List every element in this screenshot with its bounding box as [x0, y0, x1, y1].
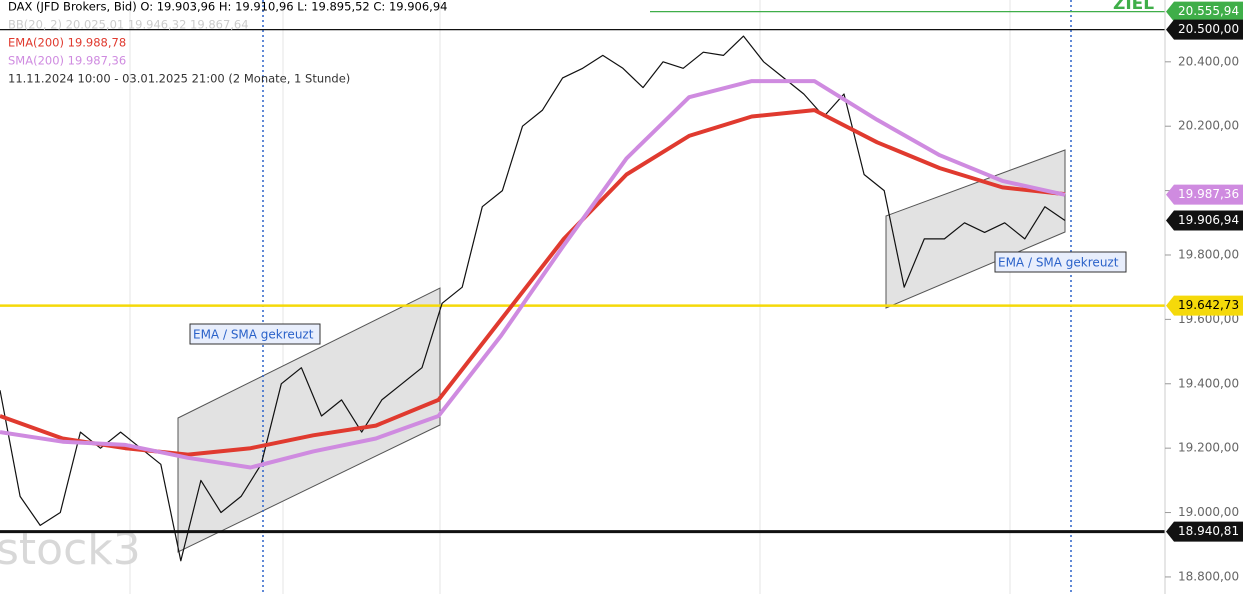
header: BB(20, 2) 20.025,01 19.946,32 19.867,64 — [8, 18, 249, 32]
header: 11.11.2024 10:00 - 03.01.2025 21:00 (2 M… — [8, 72, 350, 86]
level-label: 19.642,73 — [1178, 298, 1239, 312]
level-label: 20.500,00 — [1178, 22, 1239, 36]
level-badge — [1166, 1, 1243, 22]
y-tick-label: 19.800,00 — [1178, 247, 1239, 261]
annotation-box — [189, 323, 321, 345]
annotation: EMA / SMA gekreuzt — [193, 328, 314, 342]
header: SMA(200) 19.987,36 — [8, 54, 126, 68]
level-label: 20.555,94 — [1178, 4, 1239, 18]
annotation-box — [994, 251, 1127, 273]
level-badge — [1166, 184, 1243, 205]
y-tick-label: 19.200,00 — [1178, 441, 1239, 455]
y-tick-label: 20.400,00 — [1178, 54, 1239, 68]
target-label: ZIEL — [1113, 0, 1154, 14]
channel — [885, 149, 1066, 309]
level-badge — [1166, 210, 1243, 231]
series-line — [0, 79, 1066, 470]
header: EMA(200) 19.988,78 — [8, 36, 126, 50]
level-badge — [1166, 19, 1243, 40]
header: DAX (JFD Brokers, Bid) O: 19.903,96 H: 1… — [8, 0, 447, 14]
series-line — [0, 35, 1066, 562]
level-label: 18.940,81 — [1178, 524, 1239, 538]
series-line — [0, 108, 1066, 457]
y-tick-label: 18.800,00 — [1178, 569, 1239, 583]
annotation: EMA / SMA gekreuzt — [998, 256, 1119, 270]
y-tick-label: 19.400,00 — [1178, 376, 1239, 390]
level-badge — [1166, 521, 1243, 542]
level-badge — [1166, 295, 1243, 316]
channel — [177, 287, 441, 553]
level-label: 19.906,94 — [1178, 213, 1239, 227]
y-tick-label: 20.200,00 — [1178, 119, 1239, 133]
y-tick-label: 19.000,00 — [1178, 505, 1239, 519]
level-label: 19.987,36 — [1178, 187, 1239, 201]
